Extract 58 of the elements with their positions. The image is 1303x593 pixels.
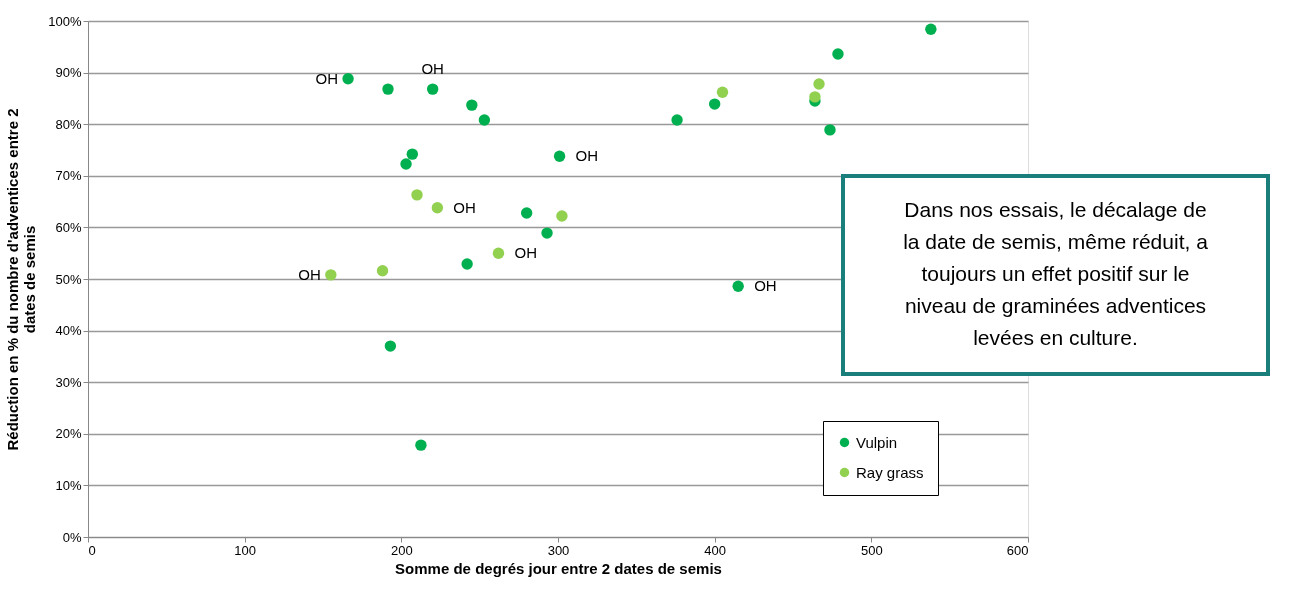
x-tick-label: 500 xyxy=(860,542,883,558)
point xyxy=(732,280,744,292)
annotation: Dans nos essais, le décalage de la date de semis, même réduit, a toujours un effet positif sur le niveau de graminées adventices levées en culture. xyxy=(903,198,1209,349)
point xyxy=(813,78,825,90)
x-tick-label: 200 xyxy=(390,542,413,558)
point xyxy=(384,340,397,352)
y-tick-label: 30% xyxy=(55,374,82,390)
annotation: OH xyxy=(575,147,599,165)
point xyxy=(426,83,439,95)
annotation: OH xyxy=(754,277,777,295)
point xyxy=(716,86,729,98)
y-tick-label: 70% xyxy=(55,168,82,184)
point xyxy=(809,91,821,103)
point xyxy=(415,439,427,451)
point xyxy=(466,99,478,111)
point xyxy=(556,210,568,222)
point xyxy=(461,258,473,270)
point xyxy=(824,124,836,136)
y-tick-label: 0% xyxy=(62,529,82,545)
y-tick-label: 100% xyxy=(48,13,82,29)
y-tick-label: 90% xyxy=(55,65,82,81)
point xyxy=(382,83,394,95)
y-tick-label: 60% xyxy=(55,219,82,235)
x-tick-label: 600 xyxy=(1006,542,1029,558)
y-tick-label: 50% xyxy=(55,271,82,287)
point xyxy=(553,150,566,162)
point xyxy=(478,114,491,126)
annotation: OH xyxy=(421,60,444,78)
point xyxy=(342,73,354,85)
point xyxy=(411,189,423,201)
annotation: OH xyxy=(315,69,339,87)
y-tick-label: 10% xyxy=(55,477,82,493)
point xyxy=(492,247,505,259)
legend-label: Vulpin xyxy=(856,433,898,451)
y-tick-label: 40% xyxy=(55,323,82,339)
x-axis-title: Somme de degrés jour entre 2 dates de semis xyxy=(395,559,722,577)
x-tick-label: 100 xyxy=(234,542,257,558)
point xyxy=(925,23,937,35)
point xyxy=(520,207,533,219)
annotation: OH xyxy=(514,244,537,262)
point xyxy=(671,114,683,126)
annotation: OH xyxy=(453,198,476,216)
point xyxy=(406,148,418,160)
point xyxy=(376,265,389,277)
x-tick-label: 0 xyxy=(88,542,96,558)
point xyxy=(708,98,721,110)
legend-label: Ray grass xyxy=(856,463,924,481)
x-tick-label: 400 xyxy=(704,542,727,558)
point xyxy=(832,48,844,60)
point xyxy=(325,269,337,281)
point xyxy=(541,227,553,239)
x-tick-label: 300 xyxy=(547,542,570,558)
y-tick-label: 20% xyxy=(55,426,82,442)
y-tick-label: 80% xyxy=(55,116,82,132)
point xyxy=(400,158,412,170)
y-axis-title: Réduction en % du nombre d'adventices entre 2 dates de semis xyxy=(4,108,39,451)
point xyxy=(431,202,444,214)
annotation: OH xyxy=(298,265,321,283)
